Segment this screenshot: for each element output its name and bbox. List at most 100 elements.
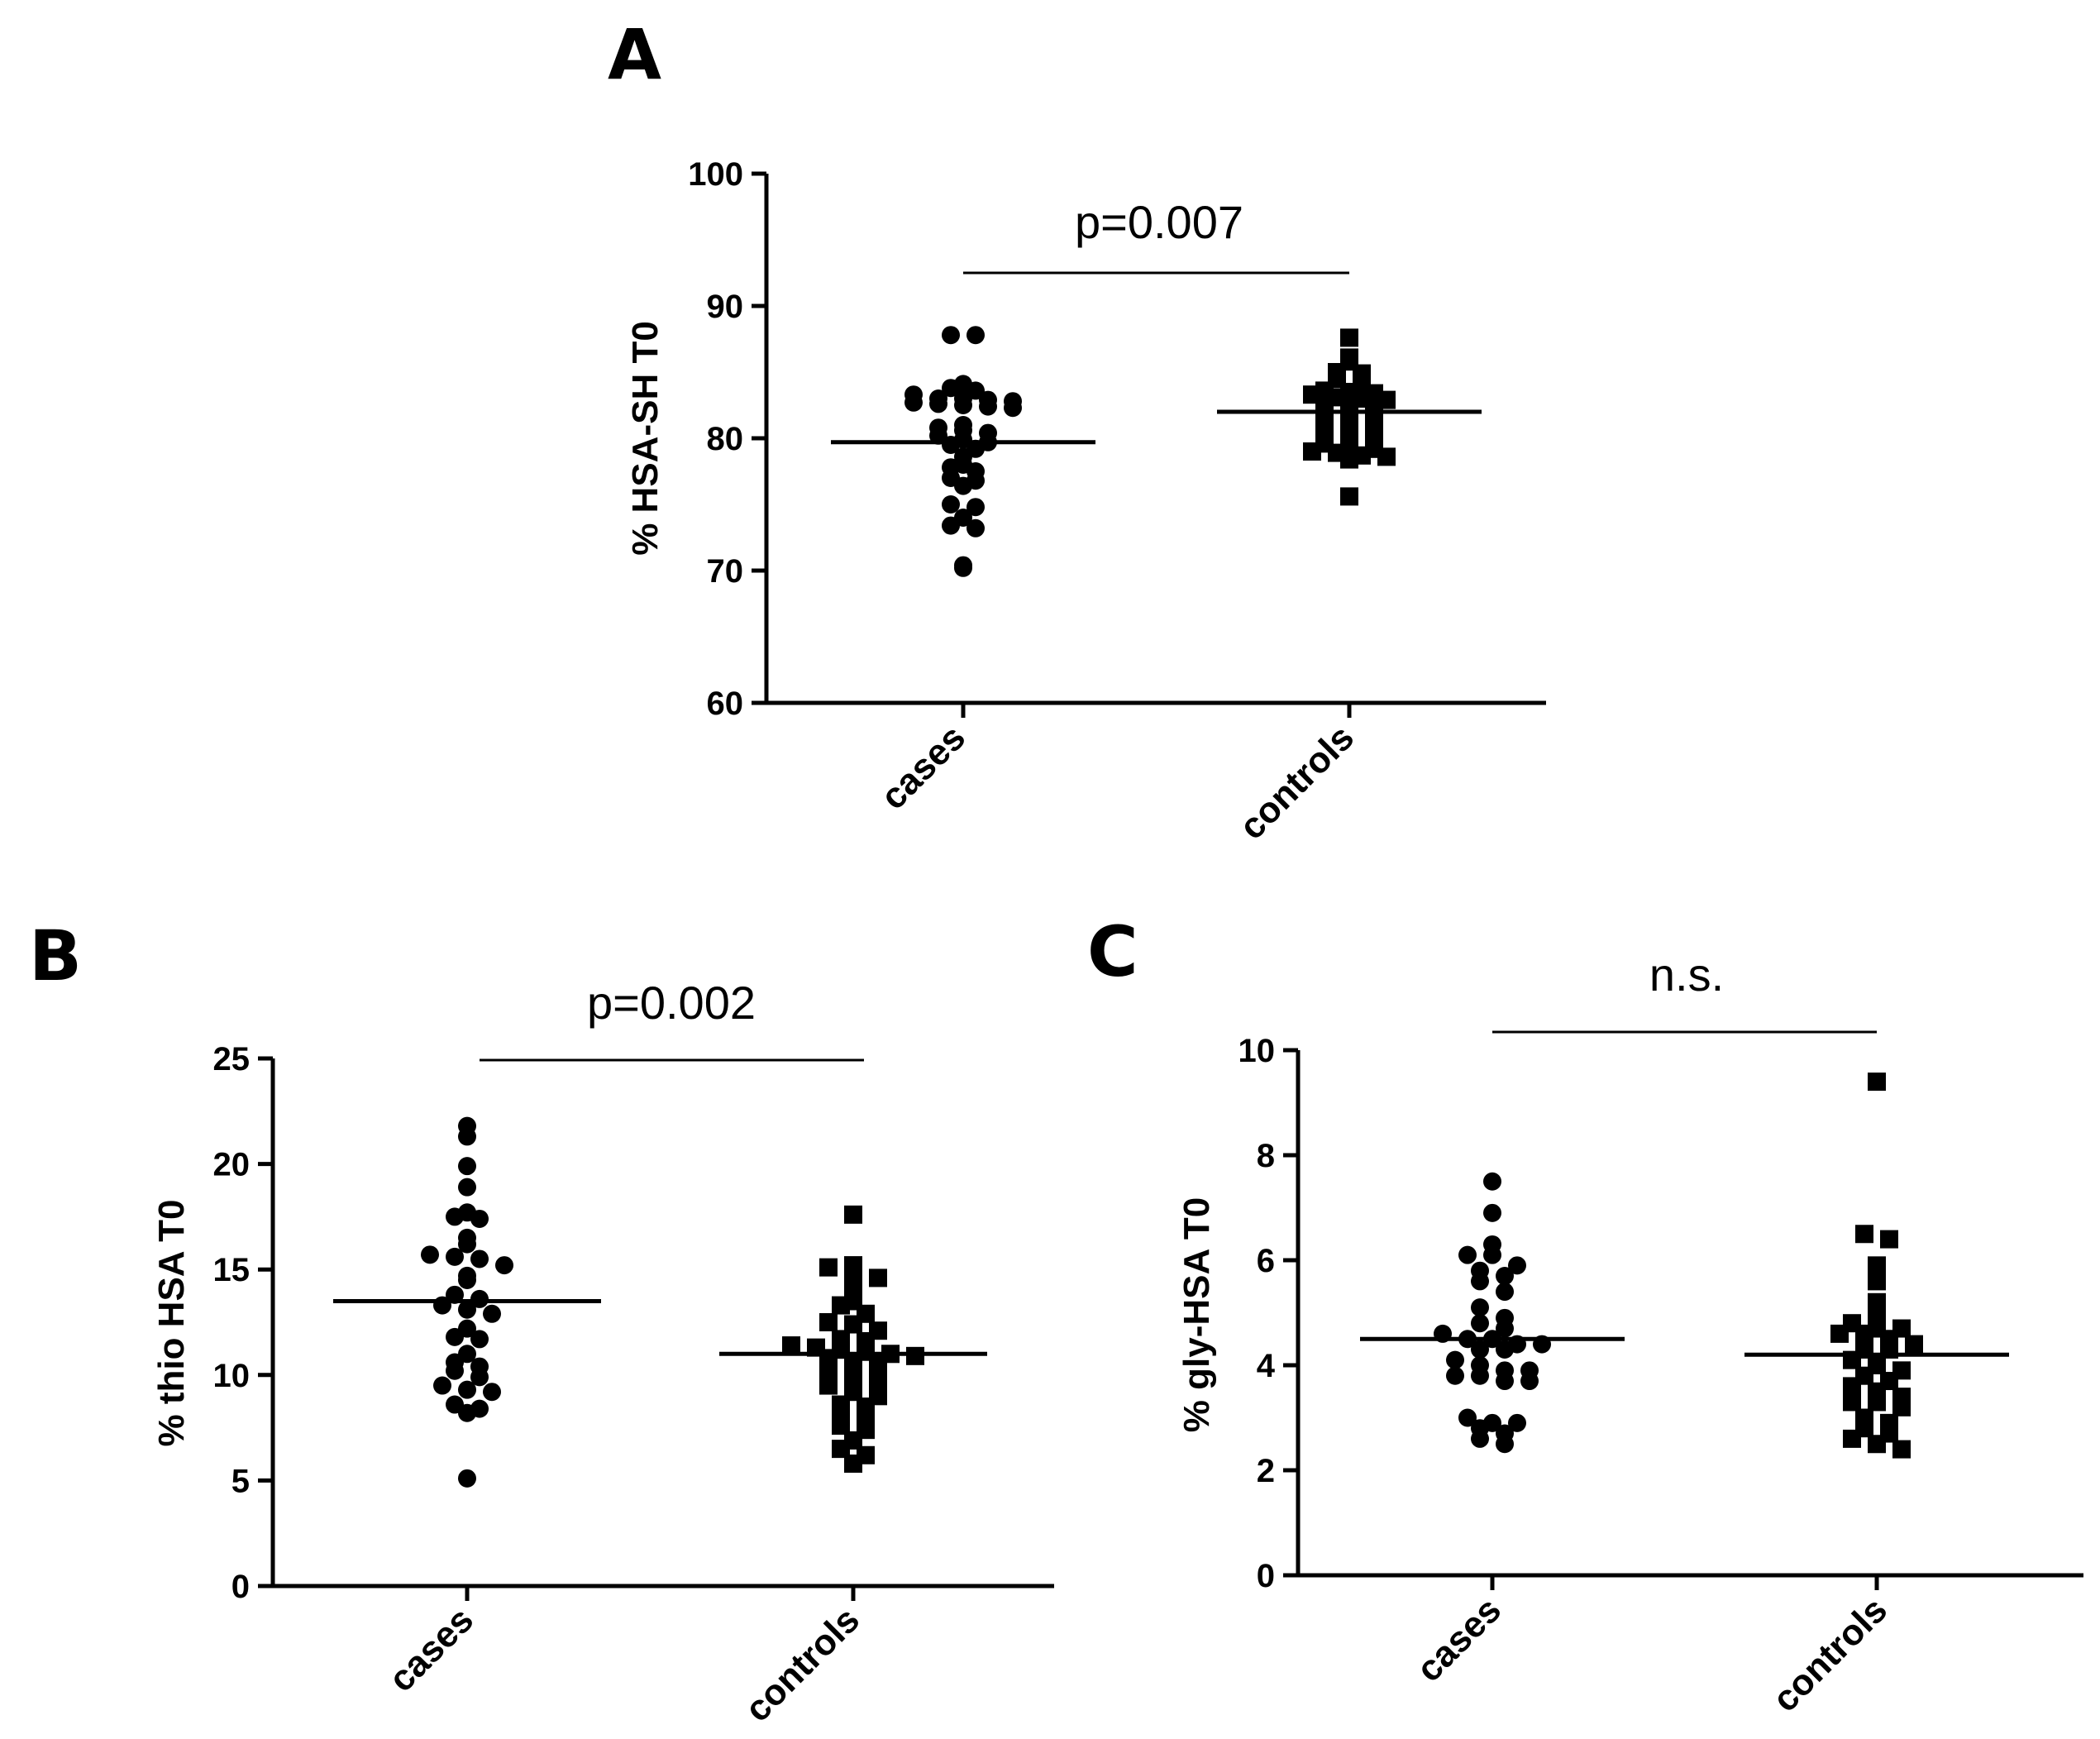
panel-b-cases-point — [470, 1249, 489, 1268]
panel-c: C 0 2 4 6 8 10 n.s. % gly-HSA T0 cases contro… — [1087, 911, 2083, 1720]
panel-b-y-tick-label: 0 — [231, 1569, 250, 1605]
panel-c-controls-point — [1868, 1356, 1886, 1374]
panel-a-cases-point — [1004, 392, 1022, 411]
panel-b-cases-point — [458, 1469, 476, 1488]
panel-c-y-axis-label: % gly-HSA T0 — [1176, 1197, 1217, 1432]
panel-a-cases-point — [942, 326, 960, 345]
panel-c-cases-point — [1471, 1298, 1489, 1317]
panel-c-controls-point — [1880, 1413, 1898, 1432]
panel-b-controls-point — [819, 1258, 838, 1277]
panel-b-controls-point — [819, 1313, 838, 1331]
panel-c-controls-point — [1868, 1073, 1886, 1092]
panel-c-controls-point — [1868, 1308, 1886, 1327]
panel-c-controls-point — [1892, 1361, 1911, 1380]
panel-b-controls-point — [869, 1268, 887, 1288]
panel-c-cases-point — [1471, 1261, 1489, 1280]
panel-c-cases-point — [1520, 1361, 1539, 1380]
panel-b-cases-point — [483, 1304, 501, 1323]
panel-b-controls-point — [844, 1256, 862, 1275]
panel-b-p-value: p=0.002 — [587, 977, 756, 1029]
panel-c-controls-point — [1868, 1292, 1886, 1311]
panel-a-cases-point — [929, 389, 947, 408]
panel-b-cases-point — [458, 1178, 476, 1197]
panel-c-cases-point — [1471, 1356, 1489, 1374]
panel-a-y-tick-label: 90 — [707, 289, 744, 325]
panel-b-controls-point — [832, 1330, 850, 1349]
panel-a-cases-point — [979, 390, 997, 409]
panel-a-cases-point — [954, 556, 972, 575]
panel-b-cases-point — [458, 1157, 476, 1176]
panel-c-cases-point — [1483, 1413, 1501, 1432]
panel-a-y-axis-label: % HSA-SH T0 — [625, 321, 666, 556]
panel-c-y-tick-label: 2 — [1257, 1453, 1275, 1489]
panel-b-cases-point — [458, 1380, 476, 1399]
panel-c-cases-point — [1471, 1340, 1489, 1359]
panel-c-controls-point — [1868, 1256, 1886, 1275]
panel-a-cases-point — [942, 495, 960, 514]
panel-b-controls-point — [782, 1336, 800, 1355]
panel-c-y-tick-label: 0 — [1257, 1558, 1275, 1594]
panel-b-y-axis-label: % thio HSA T0 — [151, 1199, 192, 1446]
panel-a-controls-point — [1340, 328, 1358, 347]
panel-b-cases-point — [470, 1399, 489, 1418]
panel-c-y-tick-label: 6 — [1257, 1243, 1275, 1279]
panel-b-y-tick-label: 15 — [213, 1252, 251, 1288]
panel-b-cases-point — [458, 1345, 476, 1364]
panel-c-category-cases: cases — [1409, 1589, 1509, 1689]
panel-c-cases-point — [1496, 1267, 1514, 1286]
panel-c-cases-point — [1458, 1245, 1477, 1264]
panel-a-y-tick-label: 80 — [707, 421, 744, 457]
panel-c-significance-label: n.s. — [1649, 948, 1724, 1001]
panel-c-y-tick-label: 10 — [1239, 1033, 1276, 1069]
panel-b-controls-point — [819, 1376, 838, 1395]
panel-c-points — [1360, 1073, 2009, 1590]
panel-b-controls-point — [906, 1346, 924, 1365]
panel-c-controls-point — [1855, 1408, 1873, 1427]
panel-b-letter: B — [29, 915, 82, 996]
panel-a-cases-point — [954, 375, 972, 394]
panel-c-cases-point — [1496, 1308, 1514, 1327]
panel-b-y-tick-label: 20 — [213, 1147, 251, 1183]
panel-a-cases-point — [904, 385, 923, 404]
panel-c-controls-point — [1892, 1388, 1911, 1407]
panel-b-controls-point — [844, 1292, 862, 1311]
panel-a-cases-point — [954, 416, 972, 434]
panel-c-y-tick-label: 4 — [1257, 1348, 1276, 1384]
panel-b-y-tick-label: 25 — [213, 1041, 251, 1077]
panel-b-cases-point — [470, 1330, 489, 1349]
panel-a-points — [831, 326, 1482, 718]
panel-c-cases-point — [1508, 1413, 1526, 1432]
panel-a-p-value: p=0.007 — [1075, 196, 1243, 248]
panel-a-cases-point — [966, 498, 985, 517]
panel-b-y-tick-label: 5 — [231, 1463, 250, 1499]
panel-b: B 0 5 10 15 20 25 p=0.002 % thio HSA T0 cases… — [29, 915, 1054, 1730]
panel-a-cases-point — [966, 326, 985, 345]
panel-c-cases-point — [1496, 1283, 1514, 1302]
panel-c-cases-point — [1508, 1256, 1526, 1275]
panel-b-cases-point — [446, 1395, 464, 1414]
panel-c-controls-point — [1843, 1314, 1861, 1333]
panel-a-y-tick-label: 100 — [688, 156, 743, 193]
panel-a-category-cases: cases — [873, 717, 973, 817]
panel-b-cases-point — [458, 1116, 476, 1135]
panel-a-controls-point — [1340, 487, 1358, 506]
panel-c-cases-point — [1446, 1366, 1464, 1385]
panel-c-category-controls: controls — [1765, 1589, 1895, 1719]
panel-a-controls-point — [1365, 439, 1383, 458]
panel-b-cases-point — [495, 1256, 513, 1275]
panel-b-category-cases: cases — [381, 1599, 481, 1699]
panel-b-cases-point — [458, 1300, 476, 1319]
panel-b-cases-point — [458, 1228, 476, 1247]
panel-c-controls-point — [1855, 1225, 1873, 1244]
panel-b-cases-point — [458, 1319, 476, 1338]
panel-c-controls-point — [1892, 1440, 1911, 1459]
panel-b-y-ticks: 0 5 10 15 20 25 — [213, 1041, 273, 1605]
panel-c-controls-point — [1868, 1272, 1886, 1291]
panel-a-cases-point — [929, 418, 947, 437]
panel-a-y-ticks: 60 70 80 90 100 — [688, 156, 766, 722]
panel-b-controls-point — [857, 1445, 875, 1464]
panel-b-cases-point — [458, 1266, 476, 1285]
panel-a-controls-point — [1340, 348, 1358, 367]
panel-b-controls-point — [869, 1321, 887, 1340]
